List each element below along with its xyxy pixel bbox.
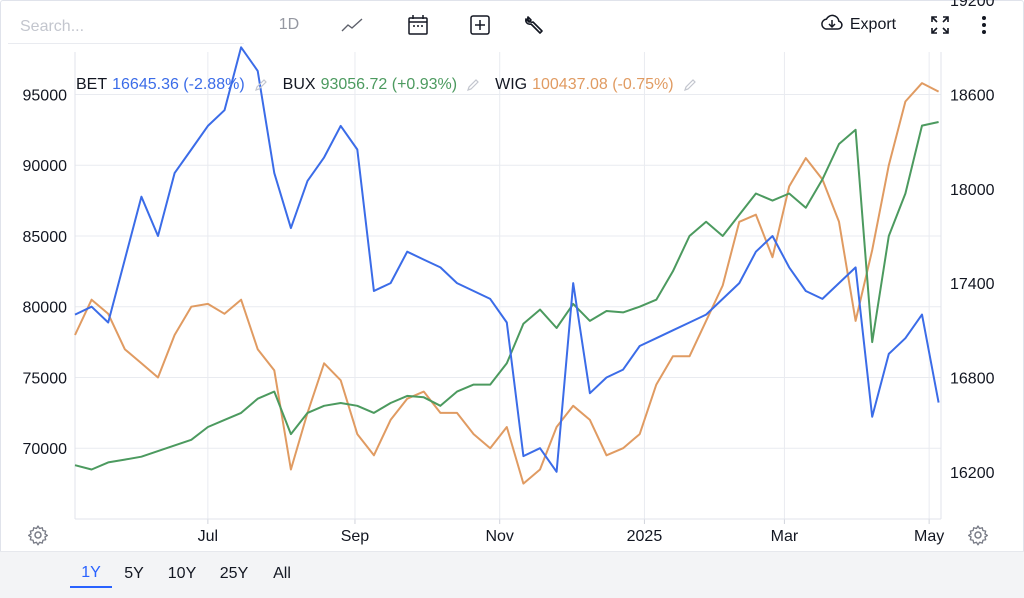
fullscreen-icon[interactable] (926, 12, 954, 38)
range-5y-button[interactable]: 5Y (124, 565, 144, 582)
cloud-download-icon (820, 14, 844, 37)
x-tick-label: May (914, 528, 944, 545)
gear-icon[interactable] (967, 524, 989, 546)
x-tick-label: Nov (485, 528, 513, 545)
x-tick-label: Sep (341, 528, 370, 545)
add-compare-icon[interactable] (466, 12, 494, 38)
export-label: Export (849, 16, 897, 33)
x-tick-label: Mar (771, 528, 799, 545)
y-right-tick-label: 17400 (950, 276, 995, 293)
pencil-icon[interactable] (682, 77, 698, 93)
range-10y-button[interactable]: 10Y (167, 565, 197, 582)
price-chart[interactable]: 70000 75000 80000 85000 90000 95000 16200 16800… (0, 0, 1024, 551)
legend-name: WIG (495, 76, 528, 93)
legend-name: BET (76, 76, 108, 93)
legend-value: 93056.72 (+0.93%) (320, 76, 458, 93)
y-right-tick-label: 19200 (950, 0, 995, 10)
x-tick-label: 2025 (627, 528, 663, 545)
interval-button[interactable]: 1D (278, 16, 300, 33)
y-right-tick-label: 18000 (950, 182, 995, 199)
pencil-icon[interactable] (253, 77, 269, 93)
line-chart-icon[interactable] (338, 12, 366, 38)
range-selector-bar (0, 551, 1024, 598)
y-left-tick-label: 90000 (23, 158, 68, 175)
legend-item-bux: BUX 93056.72 (+0.93%) (283, 76, 481, 94)
range-all-button[interactable]: All (273, 565, 291, 582)
y-left-tick-label: 95000 (23, 87, 68, 104)
y-left-tick-label: 75000 (23, 370, 68, 387)
calendar-icon[interactable] (404, 12, 432, 38)
y-left-tick-label: 85000 (23, 229, 68, 246)
y-right-tick-label: 16200 (950, 465, 995, 482)
range-25y-button[interactable]: 25Y (219, 565, 249, 582)
y-right-tick-label: 16800 (950, 370, 995, 387)
gear-icon[interactable] (27, 524, 49, 546)
wrench-icon[interactable] (521, 12, 549, 38)
y-left-tick-label: 80000 (23, 300, 68, 317)
series-line-bux (74, 121, 939, 471)
pencil-icon[interactable] (465, 77, 481, 93)
series-line-wig (74, 82, 940, 485)
chart-toolbar: 1D Export (0, 0, 1024, 50)
legend-item-wig: WIG 100437.08 (-0.75%) (495, 76, 697, 94)
search-input[interactable] (8, 10, 244, 44)
legend-value: 16645.36 (-2.88%) (112, 76, 245, 93)
series-line-bet (74, 46, 940, 473)
legend-item-bet: BET 16645.36 (-2.88%) (76, 76, 269, 94)
y-right-tick-label: 18600 (950, 87, 995, 104)
more-vertical-icon[interactable] (970, 12, 998, 38)
legend-name: BUX (282, 76, 316, 93)
x-tick-label: Jul (198, 528, 218, 545)
range-1y-button[interactable]: 1Y (70, 560, 112, 588)
export-button[interactable]: Export (814, 12, 902, 38)
chart-legend: BET 16645.36 (-2.88%) BUX 93056.72 (+0.9… (76, 73, 712, 97)
legend-value: 100437.08 (-0.75%) (532, 76, 674, 93)
y-left-tick-label: 70000 (23, 441, 68, 458)
